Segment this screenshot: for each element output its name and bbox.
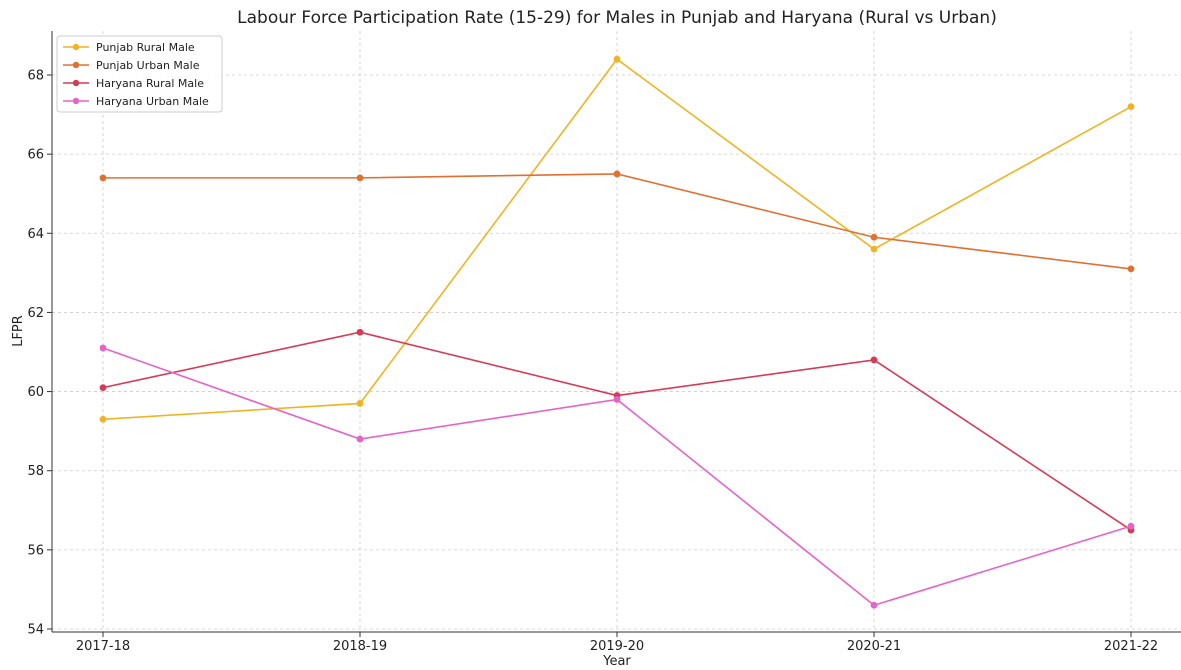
grid [52, 31, 1181, 632]
data-point [1127, 265, 1135, 273]
y-tick-label: 54 [27, 623, 44, 638]
x-tick-label: 2021-22 [1104, 639, 1158, 654]
y-ticks: 54 56 58 60 62 64 66 68 [27, 69, 52, 638]
x-tick-label: 2020-21 [847, 639, 901, 654]
legend-box [56, 35, 223, 113]
y-tick-label: 60 [27, 385, 44, 400]
data-point [613, 55, 621, 63]
legend-swatch-marker [72, 97, 80, 105]
y-tick-label: 68 [27, 69, 44, 84]
data-point [1127, 103, 1135, 111]
legend-entry: Haryana Urban Male [96, 95, 209, 108]
series-haryana-urban-male [99, 344, 1135, 609]
axes [51, 31, 1181, 633]
data-point [356, 400, 364, 407]
data-point [613, 170, 621, 178]
data-point [99, 174, 107, 182]
data-point [356, 328, 364, 336]
chart-title: Labour Force Participation Rate (15-29) … [237, 8, 997, 28]
data-point [870, 233, 878, 241]
legend-swatch-marker [72, 43, 80, 51]
data-point [1127, 522, 1135, 530]
series-haryana-rural-male [99, 328, 1135, 534]
x-axis-label: Year [602, 654, 631, 669]
data-point [870, 601, 878, 609]
data-point [870, 356, 878, 364]
legend-entry: Punjab Urban Male [96, 59, 200, 72]
x-tick-label: 2017-18 [76, 639, 130, 654]
x-tick-label: 2018-19 [333, 639, 387, 654]
series-group [99, 55, 1135, 609]
series-line [102, 58, 1132, 421]
y-tick-label: 56 [27, 543, 44, 558]
y-axis-label: LFPR [11, 315, 26, 347]
x-tick-label: 2019-20 [590, 639, 644, 654]
series-punjab-urban-male [99, 170, 1135, 273]
data-point [870, 245, 878, 253]
legend-entry: Haryana Rural Male [96, 77, 204, 90]
data-point [99, 384, 107, 392]
data-point [356, 174, 364, 182]
data-point [356, 435, 364, 443]
y-tick-label: 64 [27, 227, 44, 242]
y-tick-label: 58 [27, 464, 44, 479]
legend-swatch-marker [72, 79, 80, 87]
legend-entry: Punjab Rural Male [96, 41, 195, 54]
y-tick-label: 62 [27, 306, 44, 321]
legend: Punjab Rural Male Punjab Urban Male Haryan… [56, 35, 223, 113]
x-ticks: 2017-18 2018-19 2019-20 2020-21 2021-22 [76, 632, 1158, 654]
legend-swatch-marker [72, 61, 80, 69]
data-point [613, 396, 621, 403]
data-point [99, 344, 107, 352]
data-point [99, 415, 107, 423]
y-tick-label: 66 [27, 148, 44, 163]
